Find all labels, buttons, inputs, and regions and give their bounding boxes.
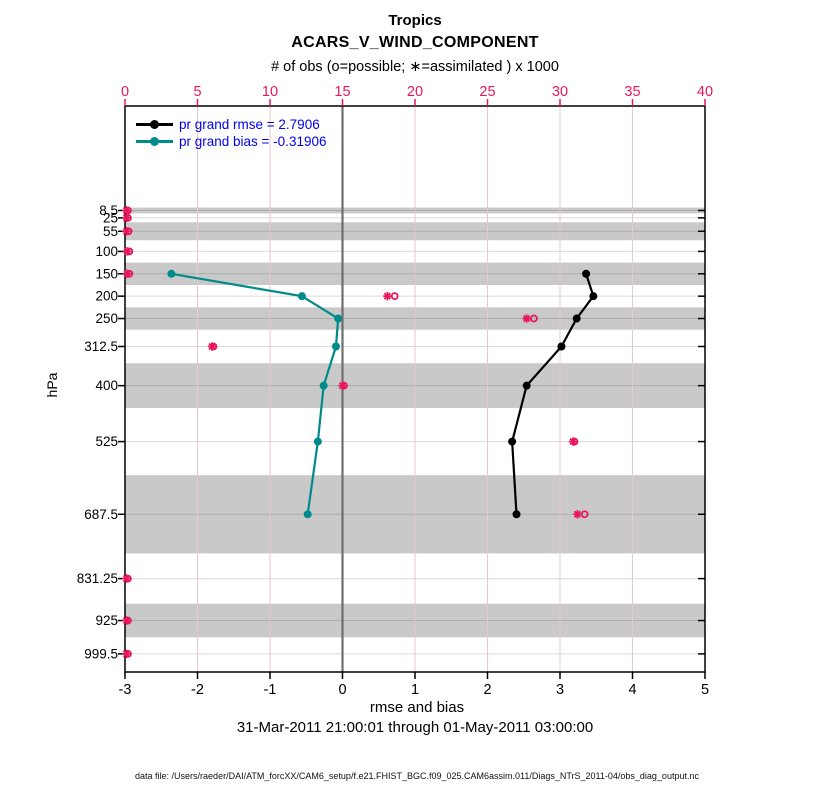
bottom-tick-label: -2 — [191, 682, 204, 698]
assimilated-obs-marker — [122, 574, 131, 583]
assimilated-obs-marker — [122, 206, 131, 215]
top-tick-label: 30 — [552, 84, 568, 100]
legend-label: pr grand bias = -0.31906 — [179, 133, 327, 149]
time-range-subtitle: 31-Mar-2011 21:00:01 through 01-May-2011… — [236, 719, 594, 736]
assimilated-obs-marker — [123, 247, 131, 256]
assimilated-obs-marker — [208, 342, 216, 351]
legend-line-marker-icon — [136, 135, 173, 147]
bottom-tick-label: -3 — [119, 682, 132, 698]
top-tick-label: 35 — [624, 84, 640, 100]
series-point — [508, 437, 517, 446]
legend: pr grand rmse = 2.7906 pr grand bias = -0… — [136, 116, 326, 149]
series-point — [303, 510, 312, 519]
series-point — [572, 314, 581, 323]
assimilated-obs-marker — [122, 227, 131, 235]
bottom-tick-label: 0 — [338, 682, 346, 698]
assimilated-obs-marker — [122, 214, 131, 222]
bottom-tick-label: 3 — [556, 682, 564, 698]
left-tick-label: 831.25 — [77, 571, 118, 586]
possible-obs-marker — [580, 510, 589, 519]
top-tick-label: 5 — [193, 84, 201, 100]
series-point — [319, 381, 328, 390]
possible-obs-marker — [530, 314, 538, 323]
series-point — [331, 342, 340, 351]
left-tick-label: 525 — [95, 434, 118, 449]
bottom-tick-label: -1 — [264, 682, 277, 698]
legend-line-marker-icon — [136, 118, 173, 130]
left-tick-label: 200 — [95, 289, 118, 304]
top-tick-label: 20 — [407, 84, 423, 100]
top-tick-label: 10 — [262, 84, 278, 100]
assimilated-obs-marker — [122, 616, 131, 625]
left-tick-label: 25 — [103, 210, 118, 225]
plot-variable-title: ACARS_V_WIND_COMPONENT — [291, 34, 539, 51]
series-point — [512, 510, 521, 519]
data-file-caption: data file: /Users/raeder/DAI/ATM_forcXX/… — [135, 771, 699, 781]
left-tick-label: 400 — [95, 378, 118, 393]
assimilated-obs-marker — [122, 650, 131, 658]
series-point — [557, 342, 566, 351]
left-tick-label: 55 — [103, 224, 118, 239]
left-tick-label: 312.5 — [84, 339, 118, 354]
left-tick-label: 150 — [95, 266, 118, 281]
bottom-tick-label: 4 — [628, 682, 636, 698]
left-tick-label: 100 — [95, 244, 118, 259]
legend-entry-pr-grand-rmse: pr grand rmse = 2.7906 — [136, 116, 326, 132]
bottom-tick-label: 1 — [411, 682, 419, 698]
assimilated-obs-marker — [338, 382, 347, 390]
assimilated-obs-marker — [523, 314, 531, 323]
left-axis-label: hPa — [44, 372, 60, 397]
left-tick-label: 999.5 — [84, 646, 118, 661]
series-point — [167, 269, 176, 278]
legend-label: pr grand rmse = 2.7906 — [179, 116, 320, 132]
plot-region-title: Tropics — [388, 12, 442, 29]
left-tick-label: 687.5 — [84, 507, 118, 522]
left-tick-label: 250 — [95, 311, 118, 326]
bottom-tick-label: 5 — [701, 682, 709, 698]
possible-obs-marker — [390, 292, 399, 301]
legend-entry-pr-grand-bias: pr grand bias = -0.31906 — [136, 133, 326, 149]
series-point — [313, 437, 322, 446]
left-tick-label: 8.5 — [99, 203, 118, 218]
assimilated-obs-marker — [123, 270, 131, 278]
assimilated-obs-marker — [569, 437, 577, 446]
top-tick-label: 0 — [121, 84, 129, 100]
series-point — [334, 314, 343, 323]
assimilated-obs-marker — [573, 510, 582, 518]
bottom-axis-label: rmse and bias — [369, 699, 465, 716]
series-point — [582, 269, 591, 278]
left-tick-label: 925 — [95, 613, 118, 628]
top-tick-label: 25 — [479, 84, 495, 100]
series-point — [589, 292, 598, 301]
top-tick-label: 40 — [697, 84, 713, 100]
series-point — [522, 381, 531, 390]
assimilated-obs-marker — [383, 292, 392, 300]
series-point — [297, 292, 306, 301]
top-tick-label: 15 — [334, 84, 350, 100]
top-axis-label: # of obs (o=possible; ∗=assimilated ) x … — [271, 59, 559, 75]
bottom-tick-label: 2 — [483, 682, 491, 698]
